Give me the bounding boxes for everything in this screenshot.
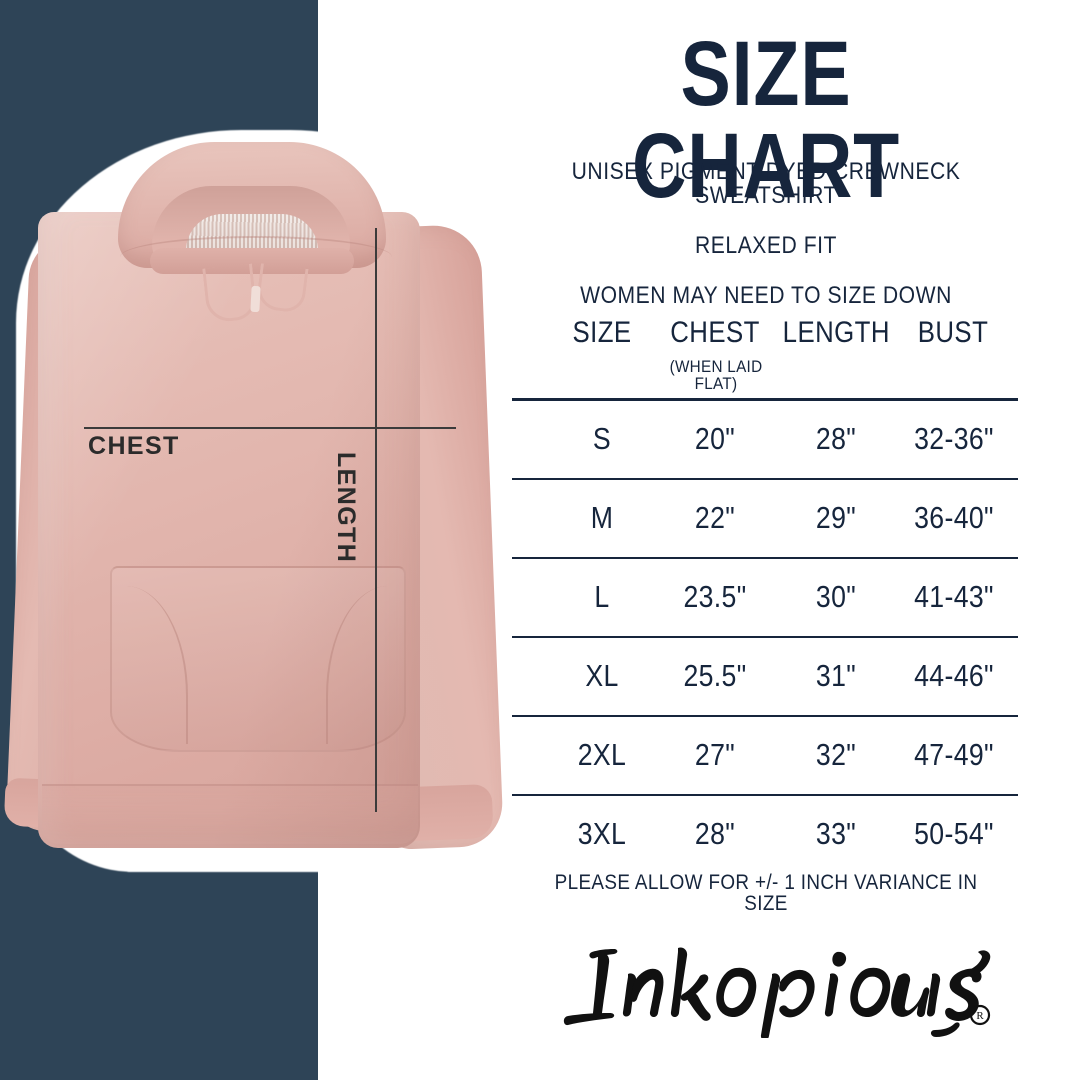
cell-size: 2XL [577,737,627,772]
column-header-size: SIZE [572,316,632,349]
table-header-row: SIZE CHEST LENGTH BUST (WHEN LAID FLAT) [512,318,1020,398]
cell-length: 32" [815,737,857,772]
cell-chest: 20" [694,421,736,456]
cell-chest: 25.5" [683,658,747,693]
shoulder-seam [120,236,392,278]
page-title: SIZE CHART [631,23,901,217]
table-row: 3XL 28" 33" 50-54" [512,796,1020,873]
cell-size: L [594,579,610,614]
subtitle-fit: RELAXED FIT [695,232,837,259]
table-rule [512,715,1018,717]
sweatshirt-illustration [0,0,520,1080]
chart-content: SIZE CHART UNISEX PIGMENT DYED CREWNECK … [512,0,1020,1080]
cell-chest: 27" [694,737,736,772]
drawstring-aglet [250,285,261,313]
cell-chest: 28" [694,816,736,851]
table-row: L 23.5" 30" 41-43" [512,559,1020,636]
cell-bust: 44-46" [914,658,994,693]
cell-size: 3XL [577,816,627,851]
length-measure-label: LENGTH [332,452,360,564]
table-rule-top [512,398,1018,401]
cell-size: XL [585,658,619,693]
cell-length: 31" [815,658,857,693]
cell-size: S [592,421,612,456]
cell-chest: 23.5" [683,579,747,614]
subtitle-block: UNISEX PIGMENT DYED CREWNECK SWEATSHIRT … [512,160,1020,334]
table-row: M 22" 29" 36-40" [512,480,1020,557]
cell-length: 28" [815,421,857,456]
size-table: SIZE CHEST LENGTH BUST (WHEN LAID FLAT) … [512,318,1020,873]
cell-bust: 50-54" [914,816,994,851]
table-rule [512,794,1018,796]
cell-size: M [590,500,614,535]
column-header-chest: CHEST [670,316,760,349]
table-rule [512,636,1018,638]
cell-bust: 32-36" [914,421,994,456]
table-row: 2XL 27" 32" 47-49" [512,717,1020,794]
table-rule [512,557,1018,559]
svg-text:R: R [976,1010,984,1022]
chest-measure-line [84,427,456,429]
subtitle-advice: WOMEN MAY NEED TO SIZE DOWN [580,282,952,309]
cell-bust: 41-43" [914,579,994,614]
registered-trademark-mark: R [969,1004,991,1026]
cell-length: 30" [815,579,857,614]
cell-chest: 22" [694,500,736,535]
brand-logo: R [540,930,992,1038]
bottom-hem [42,784,418,844]
table-rule [512,478,1018,480]
cell-bust: 47-49" [914,737,994,772]
cell-bust: 36-40" [914,500,994,535]
cell-length: 33" [815,816,857,851]
cell-length: 29" [815,500,857,535]
table-row: S 20" 28" 32-36" [512,401,1020,478]
variance-note: PLEASE ALLOW FOR +/- 1 INCH VARIANCE IN … [554,871,978,915]
subtitle-product: UNISEX PIGMENT DYED CREWNECK SWEATSHIRT [571,158,961,209]
length-measure-line [375,228,377,812]
table-row: XL 25.5" 31" 44-46" [512,638,1020,715]
column-header-bust: BUST [917,316,989,349]
chest-measure-label: CHEST [88,432,180,460]
column-header-length: LENGTH [782,316,890,349]
product-photo: CHEST LENGTH [0,0,520,1080]
column-header-note: (WHEN LAID FLAT) [669,357,763,393]
